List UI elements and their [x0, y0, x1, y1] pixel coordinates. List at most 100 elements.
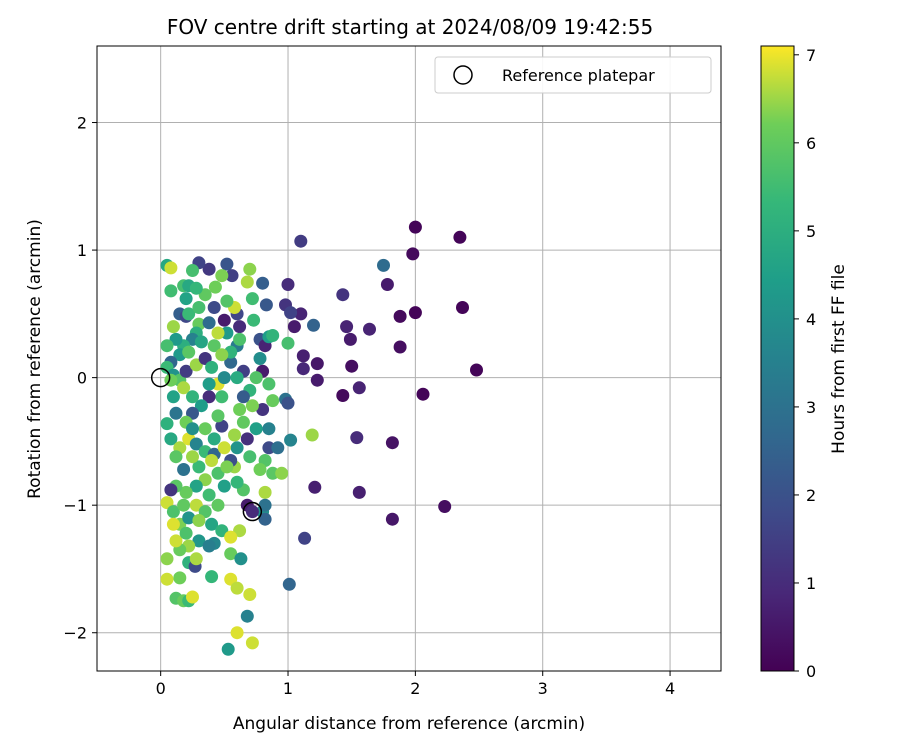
y-tick-label-0: −2 [63, 624, 87, 643]
data-point-100 [164, 261, 178, 275]
data-point-217 [266, 394, 280, 408]
data-point-213 [205, 454, 219, 467]
data-point-183 [166, 390, 180, 404]
data-point-73 [224, 355, 238, 369]
data-point-0 [408, 220, 422, 234]
data-point-192 [233, 332, 247, 346]
data-point-41 [305, 428, 319, 442]
data-point-187 [207, 339, 221, 353]
data-point-205 [179, 292, 193, 306]
data-point-155 [169, 534, 183, 548]
data-point-142 [160, 496, 174, 510]
data-point-198 [211, 498, 225, 512]
data-point-29 [307, 318, 320, 332]
data-point-8 [416, 387, 430, 401]
data-point-31 [310, 373, 324, 387]
x-axis-ticks: 0 1 2 3 4 [156, 671, 675, 698]
data-point-171 [243, 450, 257, 464]
y-tick-label-3: 1 [77, 241, 87, 260]
data-point-84 [224, 547, 238, 561]
chart-title: FOV centre drift starting at 2024/08/09 … [167, 15, 653, 39]
data-point-40 [284, 433, 298, 447]
data-point-63 [220, 257, 234, 271]
data-point-97 [189, 281, 203, 295]
reference-markers [150, 367, 263, 522]
data-point-21 [350, 431, 364, 445]
data-point-70 [220, 326, 234, 340]
data-point-148 [205, 517, 219, 531]
data-point-52 [262, 441, 276, 455]
x-tick-label-3: 3 [538, 679, 548, 698]
data-point-34 [282, 577, 296, 591]
data-point-87 [243, 588, 257, 601]
data-point-196 [228, 428, 241, 442]
data-point-65 [215, 269, 229, 283]
data-point-179 [192, 460, 206, 474]
data-point-162 [160, 552, 174, 566]
y-axis-label: Rotation from reference (arcmin) [25, 219, 45, 499]
data-point-27 [296, 349, 310, 363]
data-point-98 [164, 284, 178, 298]
data-point-182 [169, 450, 183, 464]
data-point-158 [189, 552, 203, 566]
plot-frame [96, 45, 722, 672]
colorbar-tick-label-1: 1 [806, 574, 816, 593]
data-point-20 [336, 389, 350, 402]
legend-label: Reference platepar [502, 66, 655, 85]
grid [97, 46, 721, 671]
data-point-23 [294, 234, 308, 248]
data-point-115 [179, 364, 193, 378]
data-point-24 [281, 278, 295, 291]
x-tick-label-2: 2 [410, 679, 420, 698]
data-point-54 [253, 463, 267, 476]
data-point-19 [343, 332, 357, 346]
data-point-56 [258, 485, 272, 499]
data-point-89 [230, 626, 244, 640]
data-point-94 [186, 264, 199, 277]
data-point-39 [281, 396, 295, 410]
data-point-16 [345, 359, 359, 373]
data-point-105 [202, 316, 216, 330]
data-point-30 [310, 357, 324, 371]
data-point-15 [352, 381, 366, 395]
x-tick-label-1: 1 [283, 679, 293, 698]
data-point-49 [262, 377, 276, 391]
data-point-2 [406, 247, 420, 261]
x-tick-label-0: 0 [156, 679, 166, 698]
data-point-33 [298, 531, 312, 545]
data-point-62 [233, 320, 247, 334]
data-point-139 [179, 485, 193, 499]
data-point-186 [202, 377, 216, 391]
data-point-211 [220, 460, 234, 474]
data-point-188 [215, 348, 229, 362]
data-point-13 [377, 258, 390, 272]
data-point-58 [258, 512, 272, 526]
data-point-175 [253, 352, 267, 365]
data-point-42 [256, 276, 270, 290]
data-point-167 [186, 590, 199, 604]
data-point-32 [308, 480, 322, 494]
data-point-203 [245, 292, 259, 306]
data-point-178 [215, 419, 229, 433]
data-point-174 [249, 371, 263, 385]
data-point-150 [224, 530, 238, 544]
colorbar-tick-label-0: 0 [806, 662, 816, 681]
data-point-181 [177, 463, 191, 476]
data-point-1 [453, 230, 467, 244]
data-point-138 [189, 479, 203, 493]
data-point-36 [284, 306, 298, 320]
data-point-215 [166, 517, 180, 531]
data-point-118 [205, 360, 219, 374]
y-axis-ticks: −2 −1 0 1 2 [63, 114, 97, 643]
data-point-169 [230, 371, 244, 385]
data-point-218 [247, 313, 261, 327]
data-point-50 [256, 403, 270, 416]
data-point-123 [194, 399, 208, 413]
data-point-22 [352, 485, 366, 499]
data-point-199 [202, 488, 216, 502]
data-point-25 [294, 307, 308, 321]
data-point-92 [234, 552, 248, 566]
colorbar-gradient [760, 45, 795, 672]
data-point-172 [249, 422, 263, 436]
